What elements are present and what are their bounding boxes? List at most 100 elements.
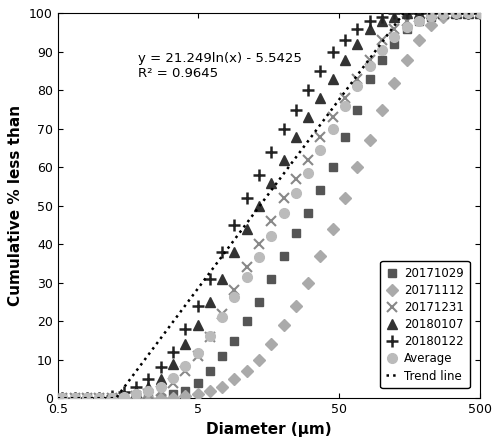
20171029 [207, 368, 213, 374]
20171029 [133, 396, 139, 401]
20171231 [476, 11, 482, 16]
20171112 [330, 226, 336, 231]
20180122 [108, 394, 114, 399]
20180107 [219, 276, 225, 282]
Trend line [400, 11, 406, 16]
20180122 [453, 11, 459, 16]
Trend line [54, 396, 60, 401]
20171029 [268, 276, 274, 282]
20171112 [146, 396, 152, 401]
Average [330, 126, 336, 131]
Trend line [402, 11, 407, 16]
20180122 [232, 222, 237, 228]
20171112 [293, 303, 299, 308]
20180107 [256, 203, 262, 208]
20171112 [404, 57, 409, 62]
Average [121, 394, 127, 399]
20171231 [244, 265, 250, 270]
20180107 [207, 299, 213, 305]
20171029 [465, 11, 471, 16]
20171231 [108, 396, 114, 401]
20180122 [465, 11, 471, 16]
20171112 [379, 107, 385, 112]
20171112 [465, 11, 471, 16]
20171112 [133, 396, 139, 401]
20180107 [182, 342, 188, 347]
20171231 [428, 11, 434, 16]
20171231 [354, 76, 360, 81]
Average [133, 392, 139, 397]
20171029 [404, 26, 409, 32]
20180122 [158, 365, 164, 370]
20171112 [318, 253, 324, 259]
20180107 [60, 396, 66, 401]
20171112 [96, 396, 102, 401]
20180107 [244, 226, 250, 231]
20180122 [280, 126, 286, 131]
Average [158, 384, 164, 389]
20171029 [318, 188, 324, 193]
20171029 [108, 396, 114, 401]
20180122 [182, 326, 188, 332]
Line: 20171231: 20171231 [58, 8, 484, 403]
20180122 [256, 172, 262, 178]
20171029 [194, 380, 200, 385]
Average [96, 396, 102, 401]
20171029 [416, 18, 422, 24]
20171112 [158, 396, 164, 401]
Average [268, 233, 274, 239]
20171112 [232, 376, 237, 382]
20171029 [244, 319, 250, 324]
20180107 [453, 11, 459, 16]
20180122 [244, 195, 250, 201]
20171029 [72, 396, 78, 401]
20171112 [121, 396, 127, 401]
20180107 [133, 390, 139, 395]
20180107 [392, 15, 398, 20]
Average [256, 255, 262, 260]
20171231 [268, 218, 274, 224]
Average [280, 211, 286, 216]
20171231 [146, 392, 152, 397]
20171112 [354, 165, 360, 170]
20180122 [146, 376, 152, 382]
20180107 [121, 394, 127, 399]
20171231 [293, 176, 299, 182]
Average [318, 148, 324, 153]
Average [404, 24, 409, 30]
20171029 [182, 388, 188, 393]
20171231 [158, 388, 164, 393]
20171029 [354, 107, 360, 112]
20171112 [366, 138, 372, 143]
20180122 [268, 149, 274, 154]
Average [182, 364, 188, 369]
Average [354, 83, 360, 89]
20180107 [428, 11, 434, 16]
20180122 [354, 26, 360, 32]
20171112 [256, 357, 262, 362]
20171112 [207, 388, 213, 393]
Average [428, 14, 434, 19]
20180122 [72, 396, 78, 401]
20171029 [305, 211, 311, 216]
Average [84, 396, 90, 401]
20180122 [404, 11, 409, 16]
20171231 [256, 242, 262, 247]
20171231 [342, 95, 348, 101]
20171112 [280, 323, 286, 328]
20171112 [170, 396, 176, 401]
20180122 [330, 49, 336, 54]
Text: y = 21.249ln(x) - 5.5425
R² = 0.9645: y = 21.249ln(x) - 5.5425 R² = 0.9645 [138, 52, 302, 80]
20171029 [84, 396, 90, 401]
20180122 [60, 396, 66, 401]
Average [219, 315, 225, 320]
20180107 [158, 376, 164, 382]
20180107 [84, 396, 90, 401]
20171029 [330, 165, 336, 170]
Line: 20171112: 20171112 [58, 9, 484, 402]
20171029 [256, 299, 262, 305]
Average [194, 350, 200, 356]
20180107 [108, 396, 114, 401]
Average [72, 396, 78, 401]
20171231 [232, 288, 237, 293]
